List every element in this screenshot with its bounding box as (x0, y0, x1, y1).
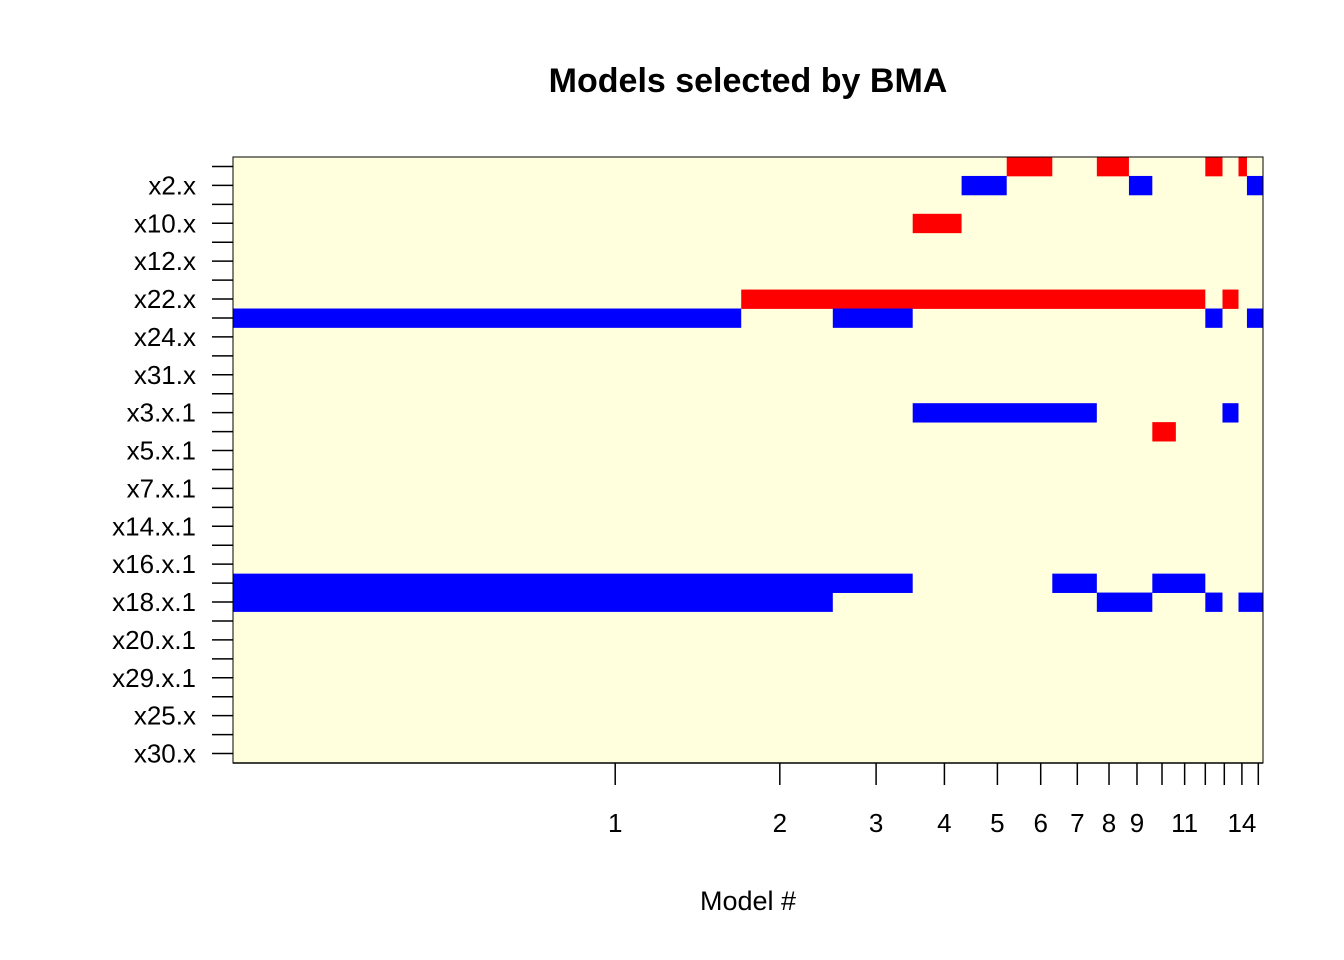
x-tick-label: 11 (1171, 808, 1198, 838)
heatmap-cell-positive (1152, 422, 1176, 442)
x-tick-label: 14 (1227, 808, 1256, 838)
heatmap-cell-negative (233, 308, 742, 328)
heatmap-cell-negative (1238, 592, 1263, 612)
heatmap-cell-positive (1238, 157, 1247, 177)
heatmap-cell-positive (741, 289, 1206, 309)
heatmap-cell-positive (1222, 289, 1239, 309)
y-tick-label: x16.x.1 (112, 549, 196, 579)
heatmap-cell-negative (912, 403, 1097, 423)
x-tick-label: 1 (608, 808, 622, 838)
y-tick-label: x3.x.1 (127, 398, 196, 428)
y-tick-label: x29.x.1 (112, 663, 196, 693)
heatmap-cell-negative (1246, 308, 1263, 328)
x-tick-label: 5 (990, 808, 1004, 838)
heatmap-cell-negative (233, 573, 913, 593)
x-axis-title: Model # (700, 886, 796, 916)
heatmap-cell-negative (1052, 573, 1097, 593)
y-tick-label: x12.x (134, 246, 196, 276)
heatmap-cell-positive (912, 213, 962, 234)
heatmap-cell-positive (1006, 157, 1053, 177)
y-tick-label: x2.x (148, 170, 196, 200)
y-tick-label: x20.x.1 (112, 625, 196, 655)
heatmap-cell-negative (1205, 592, 1223, 612)
y-tick-label: x14.x.1 (112, 511, 196, 541)
chart-title: Models selected by BMA (549, 62, 948, 100)
y-axis: x2.x x10.x x12.x x22.x x24.x x31.x x3.x.1 x5.x.… (112, 165, 233, 769)
x-tick-label: 3 (869, 808, 883, 838)
heatmap-cells (233, 157, 1263, 612)
y-tick-label: x31.x (134, 360, 196, 390)
y-tick-label: x25.x (134, 701, 196, 731)
x-tick-label: 8 (1102, 808, 1116, 838)
plot-background (233, 157, 1263, 763)
heatmap-cell-negative (1128, 175, 1153, 196)
x-tick-label: 2 (773, 808, 787, 838)
heatmap-cell-negative (1246, 175, 1263, 196)
heatmap-cell-negative (832, 308, 913, 328)
heatmap-cell-positive (1205, 157, 1223, 177)
y-tick-label: x22.x (134, 284, 196, 314)
x-tick-label: 9 (1130, 808, 1144, 838)
x-tick-label: 4 (937, 808, 951, 838)
heatmap-cell-negative (1096, 592, 1153, 612)
y-tick-label: x30.x (134, 739, 196, 769)
heatmap-cell-negative (1205, 308, 1223, 328)
heatmap-cell-negative (961, 175, 1007, 196)
y-tick-label: x24.x (134, 322, 196, 352)
x-tick-label: 7 (1070, 808, 1084, 838)
y-tick-label: x18.x.1 (112, 587, 196, 617)
y-tick-label: x7.x.1 (127, 473, 196, 503)
heatmap-cell-negative (1152, 573, 1206, 593)
y-tick-label: x10.x (134, 208, 196, 238)
y-tick-label: x5.x.1 (127, 436, 196, 466)
heatmap-cell-negative (1222, 403, 1239, 423)
heatmap-cell-negative (233, 592, 833, 612)
x-tick-label: 6 (1033, 808, 1047, 838)
x-axis: 1 2 3 4 5 6 7 8 9 11 14 (233, 762, 1263, 838)
heatmap-cell-positive (1096, 157, 1129, 177)
